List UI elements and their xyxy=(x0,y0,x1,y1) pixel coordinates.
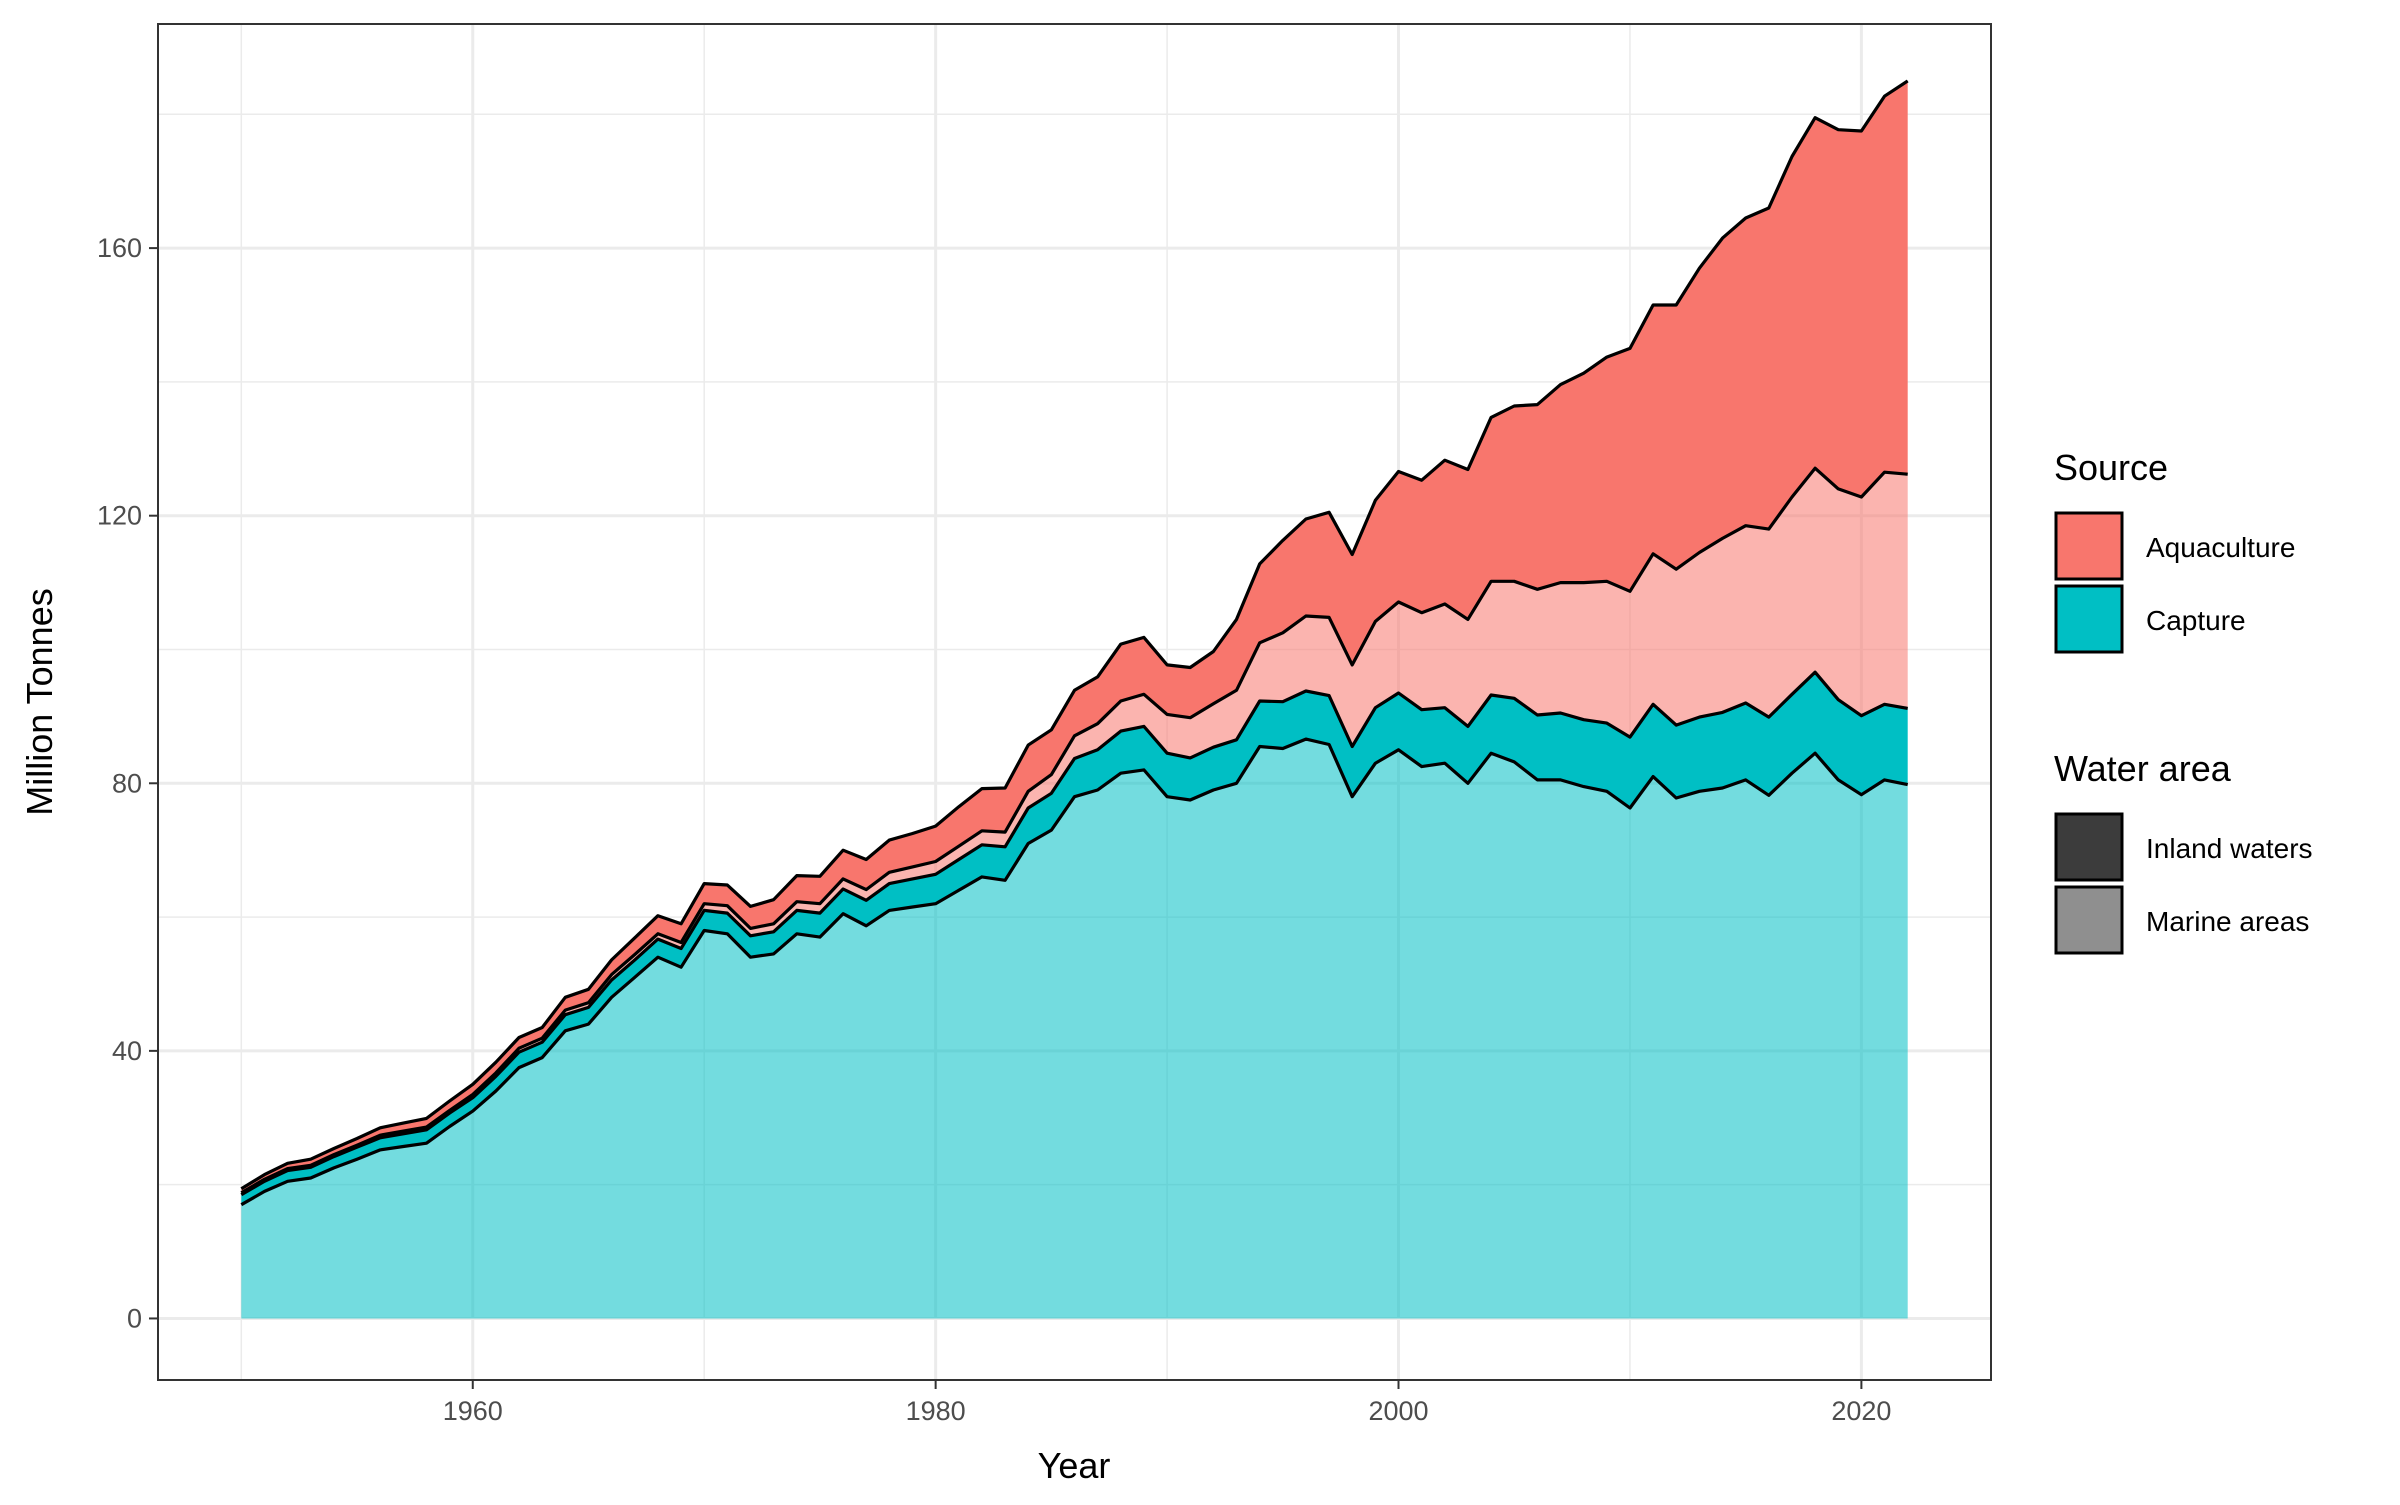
x-tick-label: 2020 xyxy=(1831,1396,1891,1426)
y-tick-label: 160 xyxy=(97,233,142,263)
legend-water-title: Water area xyxy=(2054,748,2232,789)
area-capture-inland-waters xyxy=(241,672,1908,1205)
plot-border xyxy=(157,23,1992,1381)
boundary-line-aquaculture-marine-areas xyxy=(240,466,1908,1195)
legend-key-marine-areas xyxy=(2054,885,2124,955)
boundary-line-capture-marine-areas xyxy=(240,737,1909,1207)
legend-label-capture: Capture xyxy=(2146,605,2246,636)
legend-label-aquaculture: Aquaculture xyxy=(2146,532,2295,563)
legend-key-capture xyxy=(2054,584,2124,654)
area-aquaculture-marine-areas xyxy=(241,468,1908,1195)
axis-layer: 1960 1980 2000 2020 0 40 80 120 160 xyxy=(97,233,1891,1426)
y-tick-label: 120 xyxy=(97,501,142,531)
area-layer xyxy=(241,80,1908,1319)
y-tick-label: 0 xyxy=(127,1303,142,1333)
x-tick-label: 1960 xyxy=(443,1396,503,1426)
y-tick-label: 80 xyxy=(112,768,142,798)
legend-label-inland-waters: Inland waters xyxy=(2146,833,2313,864)
y-axis-title: Million Tonnes xyxy=(19,588,60,815)
y-tick-label: 40 xyxy=(112,1036,142,1066)
legend-label-marine-areas: Marine areas xyxy=(2146,906,2309,937)
boundary-line-capture-inland-waters xyxy=(240,670,1908,1197)
legend-source-title: Source xyxy=(2054,447,2168,488)
area-capture-marine-areas xyxy=(241,739,1908,1319)
legend-key-aquaculture xyxy=(2054,511,2124,581)
line-layer xyxy=(240,79,1909,1207)
legend-key-inland-waters xyxy=(2054,812,2124,882)
x-tick-label: 1980 xyxy=(906,1396,966,1426)
x-tick-label: 2000 xyxy=(1368,1396,1428,1426)
legend: Source Aquaculture Capture Water area In… xyxy=(2054,447,2313,955)
x-axis-title: Year xyxy=(1038,1445,1111,1486)
boundary-line-aquaculture-inland-waters xyxy=(240,79,1909,1191)
